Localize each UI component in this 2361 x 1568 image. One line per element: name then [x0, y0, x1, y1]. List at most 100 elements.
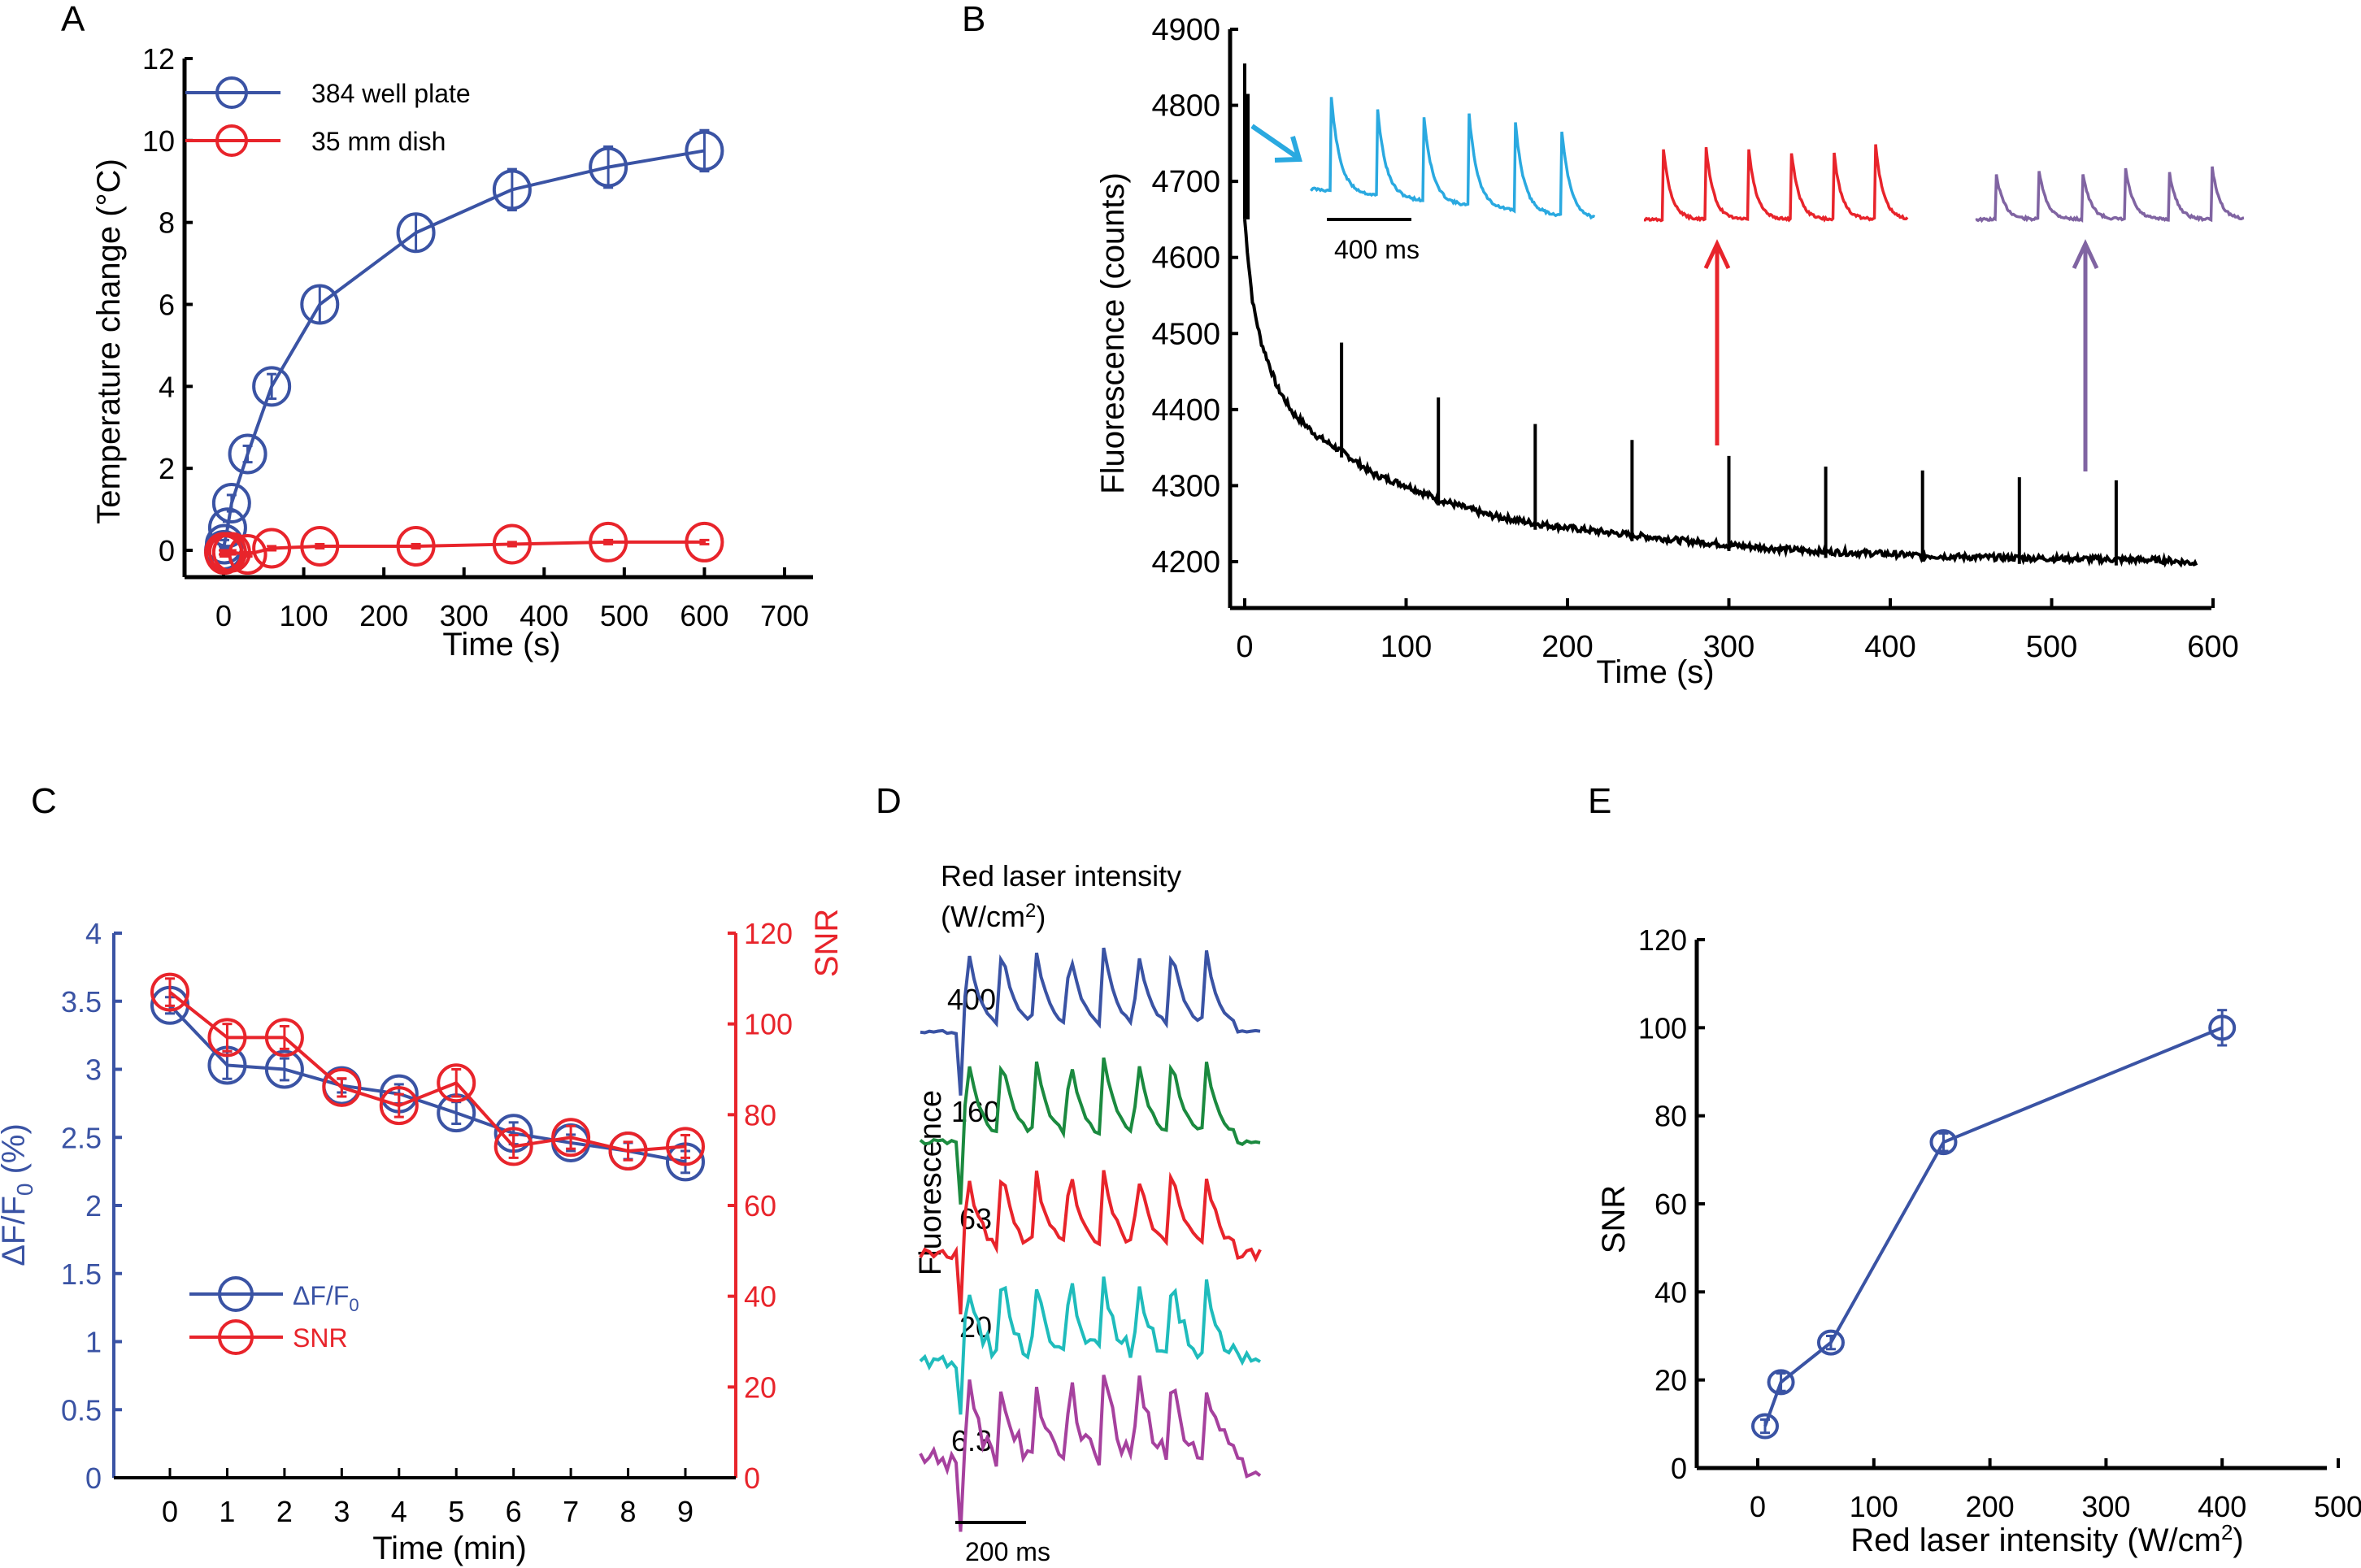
panel-c-ylabel-right: SNR	[809, 909, 845, 977]
legend-label-384-well: 384 well plate	[311, 79, 471, 108]
panel-e-series-snr-point	[1816, 1329, 1845, 1356]
panel-d-trace-6_3	[919, 1375, 1262, 1532]
panel-c-xtick-label: 1	[219, 1495, 235, 1528]
panel-e-ytick-label: 100	[1638, 1011, 1687, 1045]
panel-b-ytick-label: 4600	[1151, 241, 1220, 276]
panel-e-axes: 0 20 40 60 80 100 120 0 100 200 300 400 500	[1638, 923, 2361, 1523]
panel-c-ytick-label-right: 0	[744, 1462, 760, 1495]
panel-b-baseline	[1243, 219, 2198, 568]
panel-b-xtick-label: 300	[1703, 630, 1754, 664]
panel-e-ytick-label: 0	[1671, 1452, 1687, 1485]
panel-d-trace-63	[919, 1170, 1262, 1315]
panel-a-series-35mm-dish-point	[589, 521, 628, 562]
panel-c-series	[150, 972, 705, 1182]
panel-b-chart: 4200 4300 4400 4500 4600 4700 4800 4900 0 100 200 3…	[1095, 13, 2245, 690]
panel-a-axes: 0 2 4 6 8 10 12 0 100 200 300 400 500 600 700	[142, 42, 813, 632]
panel-label-d: D	[876, 781, 902, 821]
panel-c-series-snr-point	[494, 1127, 533, 1166]
panel-a-legend: 384 well plate 35 mm dish	[185, 76, 471, 157]
panel-c-series-snr-point	[437, 1063, 476, 1103]
panel-d-title: Red laser intensity	[941, 859, 1181, 893]
panel-e-series-snr-point	[1929, 1129, 1958, 1156]
panel-d-trace-400	[920, 947, 1261, 1096]
panel-c-ytick-label-left: 2.5	[61, 1121, 102, 1154]
legend-marker-35mm-dish	[215, 124, 248, 157]
legend-marker-dff0	[218, 1276, 254, 1312]
panel-a-ytick-label: 8	[159, 206, 175, 240]
panel-c-series-snr-point	[608, 1131, 648, 1171]
legend-label-dff0: ΔF/F0	[293, 1281, 359, 1315]
panel-c-series-snr-point	[666, 1127, 705, 1166]
panel-e-series	[1750, 1009, 2237, 1440]
panel-e-xtick-label: 100	[1850, 1490, 1898, 1523]
panel-e-xtick-label: 500	[2314, 1490, 2361, 1523]
panel-b-ytick-label: 4400	[1151, 393, 1220, 428]
panel-e-ytick-label: 20	[1654, 1364, 1687, 1397]
panel-a-series-384-well-point	[492, 169, 532, 211]
panel-c-ylabel-left: ΔF/F0 (%)	[0, 1123, 37, 1266]
panel-b-xlabel: Time (s)	[1596, 654, 1714, 690]
panel-b-xtick-label: 200	[1541, 630, 1593, 664]
panel-b-ytick-label: 4800	[1151, 89, 1220, 124]
panel-label-e: E	[1588, 781, 1611, 821]
panel-b-inset-trace	[1975, 166, 2245, 224]
panel-c-series-dff0-point	[264, 1049, 304, 1089]
panel-a-series-384-well-line	[222, 149, 705, 551]
panel-b-ylabel: Fluorescence (counts)	[1095, 172, 1131, 494]
panel-e-ytick-label: 80	[1654, 1100, 1687, 1133]
panel-e-series-snr-point	[2208, 1014, 2237, 1041]
panel-label-c: C	[31, 781, 57, 821]
panel-b-xtick-label: 500	[2026, 630, 2077, 664]
panel-c-xlabel: Time (min)	[372, 1531, 527, 1566]
panel-e-xlabel: Red laser intensity (W/cm2)	[1850, 1520, 2243, 1558]
panel-e-xtick-label: 300	[2081, 1490, 2130, 1523]
panel-a-xtick-label: 0	[215, 599, 232, 632]
panel-c-xtick-label: 2	[276, 1495, 293, 1528]
panel-a-ytick-label: 10	[142, 124, 175, 158]
panel-b-axes: 4200 4300 4400 4500 4600 4700 4800 4900 0 100 200 3…	[1151, 13, 2238, 664]
panel-a-series-384-well-point	[396, 212, 436, 254]
panel-b-xtick-label: 100	[1381, 630, 1432, 664]
panel-a-ytick-label: 6	[159, 289, 175, 322]
panel-b-inset-trace	[1310, 97, 1596, 220]
panel-b-trace	[1243, 63, 2198, 568]
panel-c-ytick-label-right: 60	[744, 1189, 776, 1223]
panel-a-ytick-label: 12	[142, 42, 175, 76]
panel-b-xtick-label: 600	[2187, 630, 2238, 664]
panel-a-series-384-well-point	[252, 366, 292, 407]
panel-e-series-snr-point	[1750, 1413, 1779, 1440]
panel-c-xtick-label: 3	[333, 1495, 350, 1528]
legend-label-snr: SNR	[293, 1323, 348, 1353]
legend-marker-384-well	[215, 76, 248, 109]
panel-c-xtick-label: 5	[448, 1495, 464, 1528]
panel-e-series-snr-line	[1763, 1026, 2223, 1427]
panel-c-series-snr-point	[150, 972, 189, 1012]
panel-c-series-snr-point	[264, 1018, 304, 1058]
panel-c-series-snr-point	[379, 1086, 419, 1126]
panel-b-insets	[1250, 97, 2245, 471]
panel-a-ytick-label: 4	[159, 370, 175, 403]
panel-a-series-35mm-dish-line	[222, 540, 705, 558]
panel-d-trace-label: 160	[951, 1095, 1000, 1128]
panel-b-ytick-label: 4300	[1151, 469, 1220, 503]
legend-marker-snr	[218, 1319, 254, 1355]
panel-a-xlabel: Time (s)	[442, 627, 560, 662]
panel-e-xtick-label: 400	[2198, 1490, 2246, 1523]
panel-e-xtick-label: 200	[1966, 1490, 2015, 1523]
panel-e-ytick-label: 40	[1654, 1275, 1687, 1309]
panel-c-ytick-label-right: 100	[744, 1008, 793, 1041]
panel-d-trace-160	[919, 1057, 1261, 1205]
panel-a-series-35mm-dish-point	[492, 523, 532, 565]
panel-c-ytick-label-left: 0.5	[61, 1393, 102, 1427]
panel-b-ytick-label: 4900	[1151, 13, 1220, 47]
panel-a-series-384-well-point	[211, 483, 251, 524]
panel-d-scale-label: 200 ms	[965, 1537, 1050, 1566]
panel-a-xtick-label: 300	[440, 599, 489, 632]
panel-e-ylabel: SNR	[1596, 1185, 1632, 1253]
panel-b-xtick-label: 400	[1864, 630, 1915, 664]
panel-c-xtick-label: 6	[506, 1495, 522, 1528]
panel-c-ytick-label-right: 40	[744, 1280, 776, 1314]
